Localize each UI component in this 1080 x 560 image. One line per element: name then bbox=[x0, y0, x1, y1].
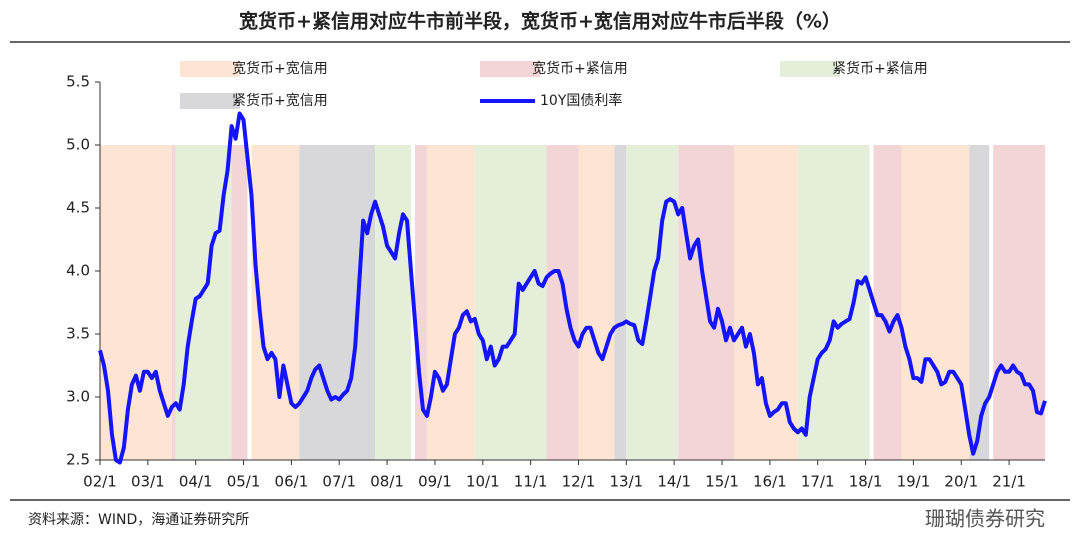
legend-label: 10Y国债利率 bbox=[540, 92, 622, 109]
y-tick-label: 3.5 bbox=[66, 325, 90, 343]
regime-band bbox=[426, 145, 475, 460]
legend-swatch bbox=[480, 61, 540, 77]
x-tick-label: 14/1 bbox=[657, 473, 691, 491]
y-tick-label: 3.0 bbox=[66, 388, 90, 406]
legend-label: 宽货币+紧信用 bbox=[532, 60, 628, 77]
x-tick-label: 09/1 bbox=[418, 473, 452, 491]
x-tick-label: 17/1 bbox=[801, 473, 835, 491]
y-tick-label: 4.0 bbox=[66, 262, 90, 280]
x-tick-label: 07/1 bbox=[322, 473, 356, 491]
x-tick-label: 18/1 bbox=[849, 473, 883, 491]
legend-label: 紧货币+宽信用 bbox=[232, 92, 328, 109]
source-note: 资料来源：WIND，海通证券研究所 bbox=[28, 512, 249, 528]
x-tick-label: 11/1 bbox=[514, 473, 548, 491]
regime-band bbox=[614, 145, 627, 460]
x-tick-label: 06/1 bbox=[275, 473, 309, 491]
legend-swatch bbox=[180, 93, 240, 109]
regime-band bbox=[578, 145, 615, 460]
regime-band bbox=[415, 145, 427, 460]
legend-label: 宽货币+宽信用 bbox=[232, 60, 328, 77]
x-tick-label: 05/1 bbox=[227, 473, 261, 491]
x-tick-label: 08/1 bbox=[370, 473, 404, 491]
y-tick-label: 5.0 bbox=[66, 136, 90, 154]
regime-band bbox=[171, 145, 176, 460]
y-tick-label: 4.5 bbox=[66, 199, 90, 217]
chart-title: 宽货币+紧信用对应牛市前半段，宽货币+宽信用对应牛市后半段（%） bbox=[239, 10, 841, 33]
regime-band bbox=[546, 145, 579, 460]
legend-swatch bbox=[180, 61, 240, 77]
regime-band bbox=[474, 145, 547, 460]
legend-swatch bbox=[780, 61, 840, 77]
regime-band bbox=[901, 145, 970, 460]
regime-band bbox=[969, 145, 990, 460]
x-tick-label: 03/1 bbox=[131, 473, 165, 491]
x-tick-label: 10/1 bbox=[466, 473, 500, 491]
y-tick-label: 2.5 bbox=[66, 451, 90, 469]
x-tick-label: 13/1 bbox=[609, 473, 643, 491]
x-tick-label: 02/1 bbox=[83, 473, 117, 491]
x-tick-label: 15/1 bbox=[705, 473, 739, 491]
x-tick-label: 19/1 bbox=[897, 473, 931, 491]
y-tick-label: 5.5 bbox=[66, 73, 90, 91]
x-tick-label: 21/1 bbox=[992, 473, 1026, 491]
regime-band bbox=[873, 145, 902, 460]
x-tick-label: 12/1 bbox=[562, 473, 596, 491]
x-tick-label: 20/1 bbox=[944, 473, 978, 491]
x-tick-label: 04/1 bbox=[179, 473, 213, 491]
watermark: 珊瑚债券研究 bbox=[925, 507, 1045, 531]
legend-label: 紧货币+紧信用 bbox=[832, 60, 928, 77]
regime-band bbox=[100, 145, 172, 460]
regime-band bbox=[231, 145, 248, 460]
regime-band bbox=[375, 145, 412, 460]
regime-band bbox=[626, 145, 679, 460]
regime-band bbox=[299, 145, 376, 460]
x-tick-label: 16/1 bbox=[753, 473, 787, 491]
rate-line bbox=[98, 111, 1047, 465]
